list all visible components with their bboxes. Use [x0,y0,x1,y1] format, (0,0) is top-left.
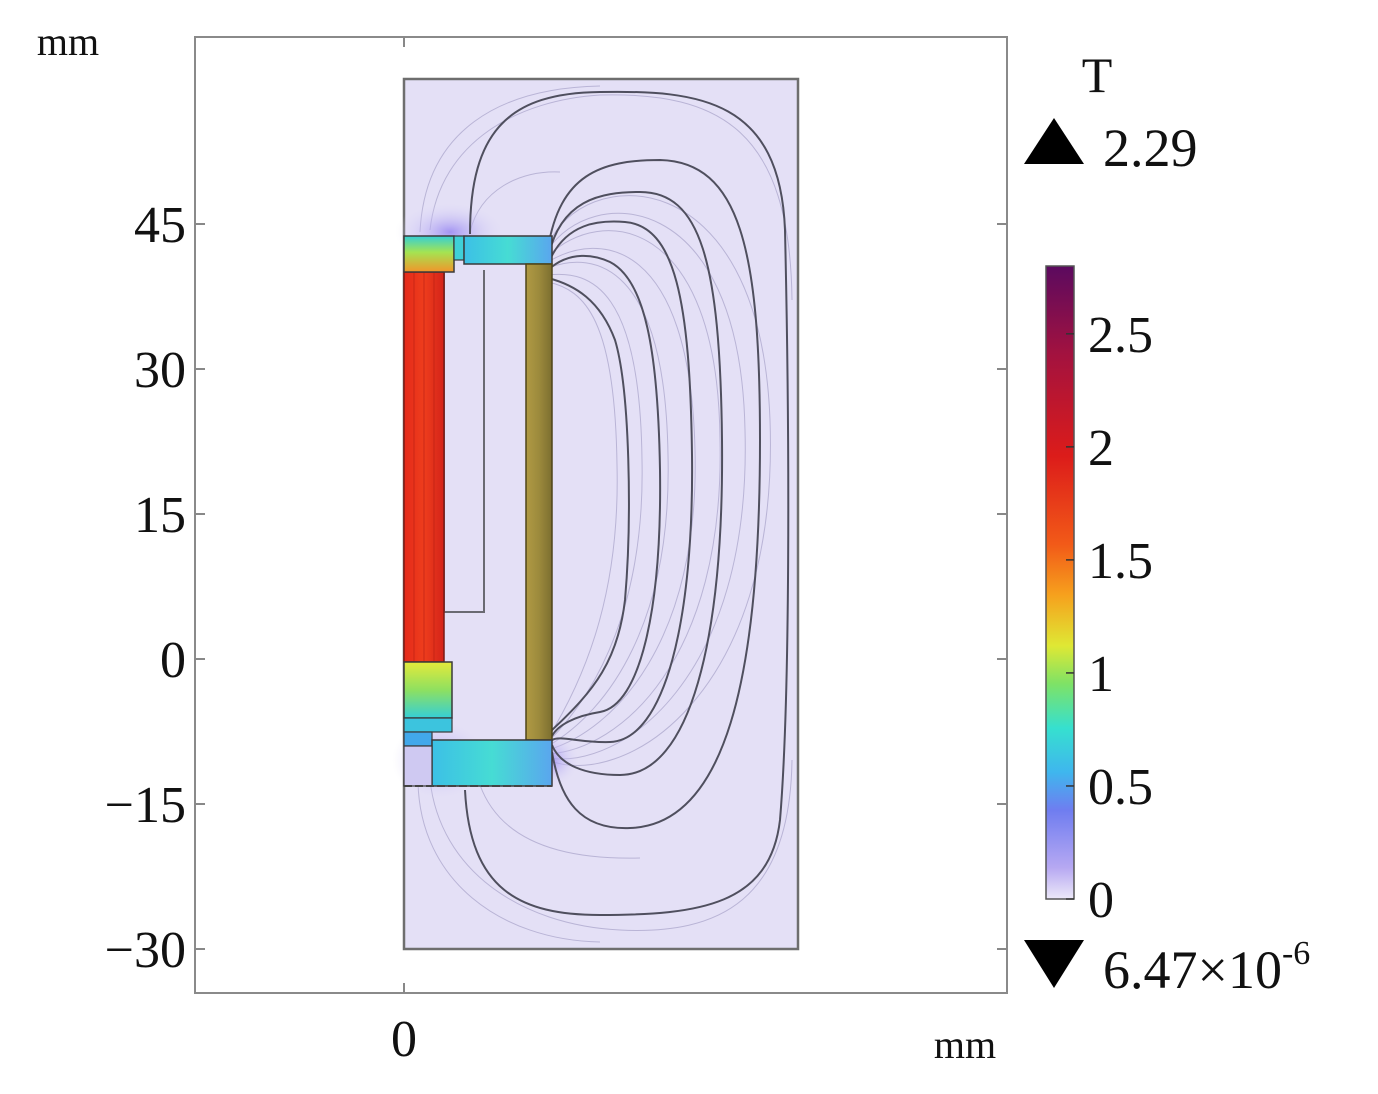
colorbar-tick-labels: 2.5 2 1.5 1 0.5 0 [1088,307,1153,929]
coil [525,263,553,741]
bottom-pole-strip [403,717,453,733]
max-marker-triangle [1024,118,1084,164]
y-tick-label: 15 [134,487,186,544]
max-marker-value: 2.29 [1103,118,1198,178]
x-tick-label: 0 [391,1011,417,1068]
top-pole-left [403,235,455,273]
bottom-pole [403,661,453,719]
colorbar-tick-label: 2 [1088,420,1114,477]
colorbar-tick-label: 0.5 [1088,759,1153,816]
faint-field-lines [417,85,793,943]
y-tick-label: 45 [134,197,186,254]
y-tick-label: −15 [105,777,186,834]
core-hatch [413,272,435,662]
colorbar-tick-label: 2.5 [1088,307,1153,364]
colorbar-tick-label: 0 [1088,872,1114,929]
min-marker-exponent: -6 [1282,935,1310,972]
axis-ticks [195,37,1007,993]
min-marker-triangle [1024,940,1084,988]
min-marker-base: 6.47×10 [1103,940,1282,1000]
bottom-flange [431,739,553,787]
bottom-left-plate [403,731,433,747]
colorbar-scale [1045,265,1075,900]
bottom-under [403,745,433,787]
y-tick-label: 0 [160,632,186,689]
x-unit-label: mm [934,1022,996,1067]
top-pole-gap [453,235,465,261]
x-tick-labels: 0 [391,1011,417,1068]
colorbar-tick-label: 1 [1088,646,1114,703]
y-tick-label: 30 [134,342,186,399]
min-marker-value: 6.47×10-6 [1103,935,1310,1000]
colorbar-tick-label: 1.5 [1088,533,1153,590]
colorbar-unit: T [1082,47,1113,103]
simulation-domain [392,77,800,951]
top-flange [463,235,553,265]
y-tick-label: −30 [105,922,186,979]
field-lines [464,90,790,917]
colorbar: T 2.29 2.5 2 1.5 1 0.5 0 6.47×10-6 [1024,47,1310,1000]
y-unit-label: mm [37,19,99,64]
colorbar-ticks [1066,333,1074,900]
y-tick-labels: 45 30 15 0 −15 −30 [105,197,186,979]
